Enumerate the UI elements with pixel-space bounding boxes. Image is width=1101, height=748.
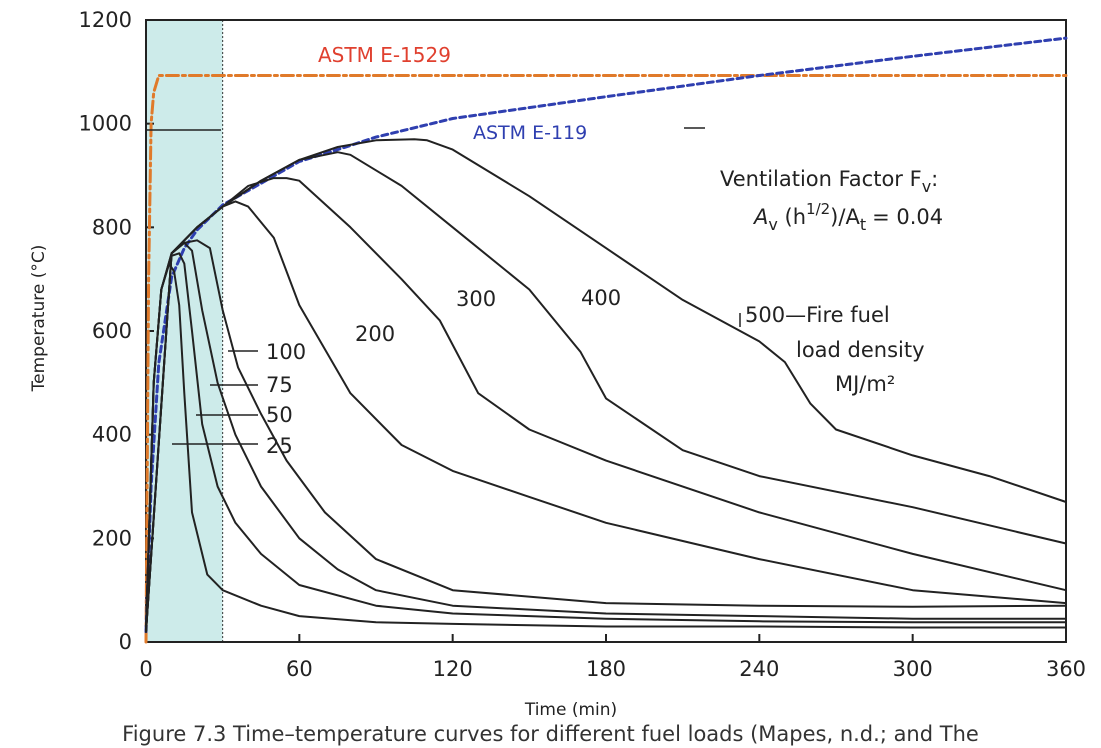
fuel-label-500-line3: MJ/m² bbox=[835, 372, 895, 396]
plot-frame bbox=[145, 19, 1067, 643]
figure-caption: Figure 7.3 Time–temperature curves for d… bbox=[122, 722, 979, 746]
x-tick-label-5: 300 bbox=[893, 657, 933, 681]
fuel-label-25: 25 bbox=[266, 434, 293, 458]
x-tick-label-4: 240 bbox=[739, 657, 779, 681]
time-temperature-chart: 0 60 120 180 240 300 360 0 200 400 600 800 1000 1200… bbox=[29, 8, 1086, 720]
y-tick-label-6: 1200 bbox=[79, 8, 132, 32]
x-tick-label-3: 180 bbox=[586, 657, 626, 681]
fuel-label-200: 200 bbox=[355, 322, 395, 346]
x-axis-title: Time (min) bbox=[524, 700, 617, 720]
fuel-label-500: 500—Fire fuel bbox=[745, 303, 890, 327]
x-tick-label-6: 360 bbox=[1046, 657, 1086, 681]
y-tick-label-3: 600 bbox=[92, 319, 132, 343]
fuel-label-75: 75 bbox=[266, 373, 293, 397]
fuel-label-50: 50 bbox=[266, 403, 293, 427]
y-tick-labels: 0 200 400 600 800 1000 1200 bbox=[79, 8, 132, 654]
y-axis-title: Temperature (°C) bbox=[29, 245, 49, 393]
y-tick-label-0: 0 bbox=[119, 630, 132, 654]
ventilation-factor-formula: Av (h1/2)/At = 0.04 bbox=[752, 200, 943, 234]
y-tick-label-5: 1000 bbox=[79, 112, 132, 136]
fuel-label-100: 100 bbox=[266, 340, 306, 364]
x-tick-label-0: 0 bbox=[139, 657, 152, 681]
x-tick-label-2: 120 bbox=[433, 657, 473, 681]
ventilation-factor-title: Ventilation Factor Fv: bbox=[720, 167, 938, 196]
astm-e119-label: ASTM E-119 bbox=[473, 122, 587, 144]
series-astm-e-119 bbox=[144, 36, 1068, 634]
fuel-leader-lines bbox=[172, 313, 741, 445]
series-astm-e-1529 bbox=[144, 74, 1068, 644]
y-tick-label-4: 800 bbox=[92, 215, 132, 239]
fuel-label-500-line2: load density bbox=[796, 338, 925, 362]
astm-e1529-label: ASTM E-1529 bbox=[318, 43, 451, 67]
series-layer bbox=[144, 36, 1068, 644]
fire-curve-5 bbox=[145, 239, 1067, 633]
fire-curve-9 bbox=[145, 138, 1067, 633]
y-tick-label-2: 400 bbox=[92, 423, 132, 447]
fuel-label-300: 300 bbox=[456, 287, 496, 311]
x-tick-labels: 0 60 120 180 240 300 360 bbox=[139, 657, 1086, 681]
fuel-label-400: 400 bbox=[581, 286, 621, 310]
x-tick-label-1: 60 bbox=[286, 657, 313, 681]
y-tick-label-1: 200 bbox=[92, 526, 132, 550]
axis-ticks bbox=[145, 19, 1067, 643]
